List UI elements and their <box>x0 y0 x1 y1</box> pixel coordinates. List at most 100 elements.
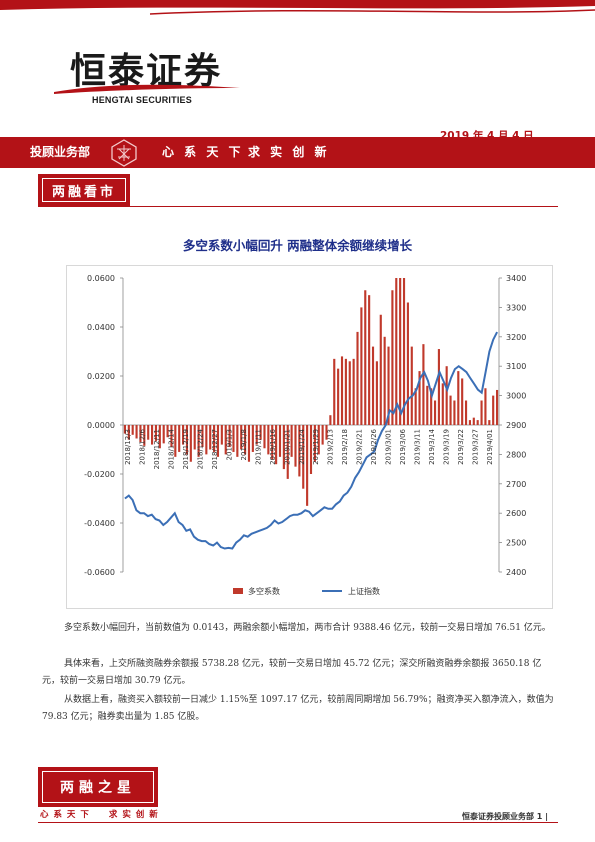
bar-multi-short-coefficient <box>348 361 351 425</box>
section-header-box: 两融看市 <box>38 174 130 206</box>
x-tick-label: 2019/3/11 <box>413 429 421 465</box>
bar-multi-short-coefficient <box>135 425 138 439</box>
bar-multi-short-coefficient <box>213 425 216 452</box>
bar-multi-short-coefficient <box>139 425 142 443</box>
company-logo: 恒泰证券 HENGTAI SECURITIES <box>52 40 242 110</box>
bar-multi-short-coefficient <box>476 420 479 425</box>
x-tick-label: 2019/2/18 <box>341 429 349 465</box>
bar-multi-short-coefficient <box>406 302 409 425</box>
bar-multi-short-coefficient <box>430 388 433 425</box>
bar-multi-short-coefficient <box>282 425 285 470</box>
bar-multi-short-coefficient <box>321 425 324 445</box>
bar-multi-short-coefficient <box>360 307 363 425</box>
bar-multi-short-coefficient <box>209 425 212 450</box>
right-tick-label: 3300 <box>506 303 526 312</box>
bar-multi-short-coefficient <box>255 425 258 445</box>
header-bar <box>0 137 595 168</box>
bar-multi-short-coefficient <box>309 425 313 474</box>
bar-multi-short-coefficient <box>441 383 444 425</box>
legend-label-coefficient: 多空系数 <box>248 586 280 596</box>
bar-multi-short-coefficient <box>399 278 402 425</box>
bar-multi-short-coefficient <box>340 356 344 425</box>
bar-multi-short-coefficient <box>395 278 398 425</box>
bar-multi-short-coefficient <box>197 425 200 457</box>
department-name: 投顾业务部 <box>30 145 91 159</box>
legend-label-index: 上证指数 <box>348 586 380 596</box>
x-tick-label: 2019/3/27 <box>471 429 479 465</box>
bar-multi-short-coefficient <box>337 368 340 425</box>
motto-text-a: 心 系 天 下 <box>162 145 244 159</box>
x-tick-label: 2018/12/27 <box>211 429 219 469</box>
logo-english-name: HENGTAI SECURITIES <box>92 95 192 105</box>
bar-multi-short-coefficient <box>259 425 262 440</box>
x-tick-label: 2019/2/13 <box>327 429 335 465</box>
bar-multi-short-coefficient <box>123 425 127 434</box>
bar-multi-short-coefficient <box>178 425 181 452</box>
bar-multi-short-coefficient <box>356 331 359 425</box>
bar-multi-short-coefficient <box>364 290 367 425</box>
bar-multi-short-coefficient <box>174 425 177 457</box>
bar-multi-short-coefficient <box>298 425 301 477</box>
bar-multi-short-coefficient <box>492 395 495 425</box>
bar-multi-short-coefficient <box>251 425 254 452</box>
bar-multi-short-coefficient <box>158 425 161 449</box>
bar-multi-short-coefficient <box>151 425 154 445</box>
x-tick-label: 2019/3/22 <box>457 429 465 465</box>
logo-swoosh-icon <box>54 84 240 94</box>
top-decor-band <box>0 0 595 15</box>
bar-multi-short-coefficient <box>267 425 270 455</box>
bar-multi-short-coefficient <box>461 378 464 425</box>
bar-multi-short-coefficient <box>457 371 460 425</box>
x-tick-label: 2018/12/14 <box>168 428 176 469</box>
bar-multi-short-coefficient <box>344 358 347 425</box>
bar-multi-short-coefficient <box>278 425 282 457</box>
bar-multi-short-coefficient <box>205 425 208 455</box>
bar-multi-short-coefficient <box>240 425 243 450</box>
paragraph-2: 具体来看，上交所融资融券余额报 5738.28 亿元，较前一交易日增加 45.7… <box>42 659 542 686</box>
bar-multi-short-coefficient <box>143 425 146 446</box>
paragraph-1: 多空系数小幅回升，当前数值为 0.0143，两融余额小幅增加，两市合计 9388… <box>64 623 551 633</box>
right-tick-label: 3100 <box>506 362 526 371</box>
bar-multi-short-coefficient <box>263 425 266 449</box>
bar-multi-short-coefficient <box>154 425 158 441</box>
bar-multi-short-coefficient <box>488 420 491 425</box>
x-tick-label: 2018/12/19 <box>182 429 190 469</box>
bar-multi-short-coefficient <box>418 371 421 425</box>
footer-divider <box>38 822 558 823</box>
star-section-box: 两融之星 <box>38 767 158 807</box>
bar-multi-short-coefficient <box>271 425 274 460</box>
margin-chart: 0.0600 0.0400 0.0200 0.0000 -0.0200 -0.0400 -0… <box>84 274 526 596</box>
bar-multi-short-coefficient <box>414 388 417 425</box>
section-header-border <box>42 178 126 202</box>
x-tick-label: 2019/3/14 <box>428 428 436 464</box>
bar-multi-short-coefficient <box>453 400 456 425</box>
left-tick-label: 0.0600 <box>87 274 115 283</box>
bar-multi-short-coefficient <box>170 425 173 448</box>
left-tick-label: 0.0200 <box>87 372 115 381</box>
bar-multi-short-coefficient <box>317 425 320 455</box>
x-tick-label: 2019/1/16 <box>269 428 277 464</box>
x-tick-label: 2019/1/21 <box>283 429 291 465</box>
bar-multi-short-coefficient <box>426 385 429 425</box>
star-section-title: 两融之星 <box>60 780 136 796</box>
company-seal-icon <box>106 137 142 168</box>
right-tick-label: 2700 <box>506 480 526 489</box>
bar-multi-short-coefficient <box>247 425 251 462</box>
bar-multi-short-coefficient <box>224 425 227 455</box>
right-tick-label: 3000 <box>506 392 526 401</box>
bar-multi-short-coefficient <box>391 290 394 425</box>
right-tick-label: 2600 <box>506 509 526 518</box>
left-tick-label: -0.0200 <box>84 470 115 479</box>
right-tick-label: 2400 <box>506 568 526 577</box>
x-tick-label: 2019/1/8 <box>240 429 248 460</box>
x-tick-label: 2019/2/21 <box>356 429 364 465</box>
x-tick-label: 2019/1/29 <box>312 429 320 465</box>
bar-multi-short-coefficient <box>368 295 371 425</box>
x-tick-label: 2019/3/19 <box>442 429 450 465</box>
bar-multi-short-coefficient <box>445 366 448 425</box>
bar-multi-short-coefficient <box>484 388 487 425</box>
bar-multi-short-coefficient <box>464 400 468 425</box>
bar-multi-short-coefficient <box>244 425 247 455</box>
right-tick-label: 2500 <box>506 539 526 548</box>
left-tick-label: 0.0400 <box>87 323 115 332</box>
